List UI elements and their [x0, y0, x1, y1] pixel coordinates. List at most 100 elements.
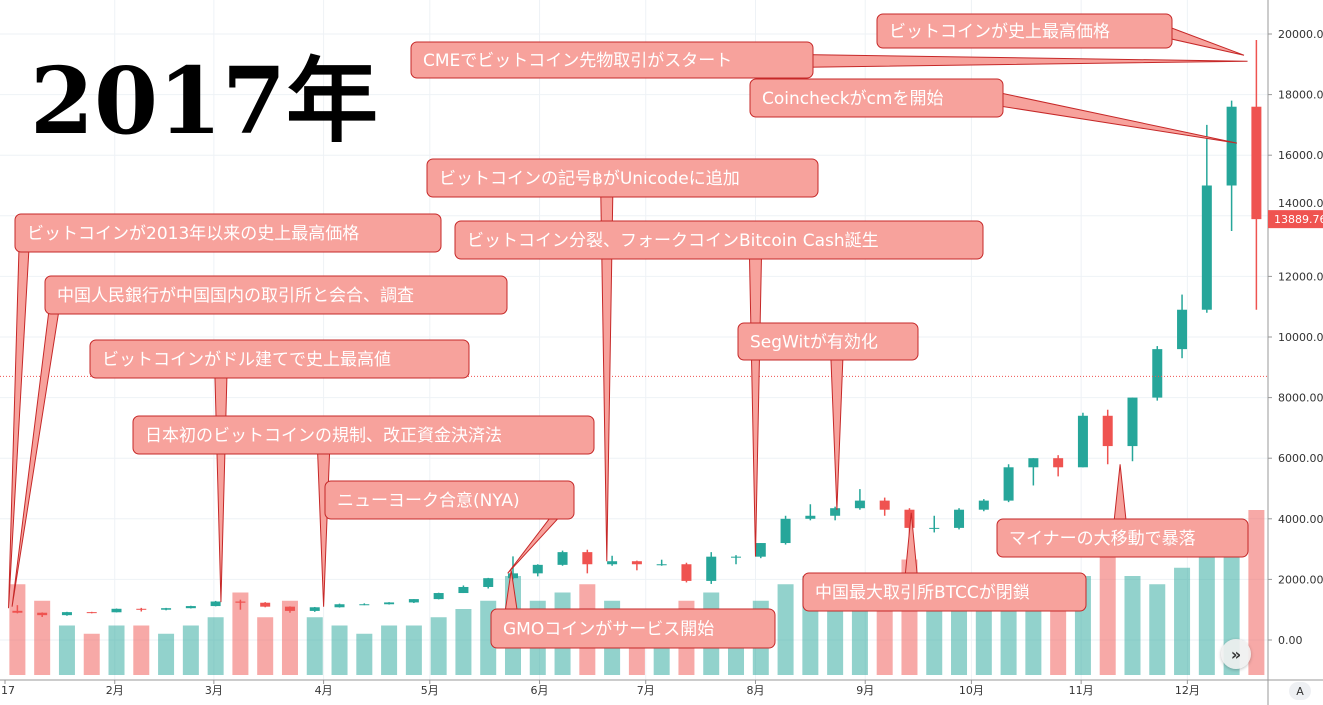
annotation-text: 中国最大取引所BTCCが閉鎖: [815, 583, 1030, 603]
candle-body: [830, 508, 841, 516]
candle-body: [185, 606, 196, 609]
candle-body: [532, 564, 543, 574]
x-tick-label: 9月: [856, 684, 874, 697]
annotation-text: マイナーの大移動で暴落: [1009, 529, 1196, 549]
candle-body: [805, 515, 816, 519]
annotation-box: [426, 158, 819, 198]
x-tick-label: 11月: [1069, 684, 1094, 697]
annotation-box: [410, 41, 814, 79]
last-price-badge: [1268, 210, 1323, 229]
annotations: ビットコインが史上最高価格 CMEでビットコイン先物取引がスタート Coinchec…: [8, 13, 1249, 649]
candle-body: [136, 608, 147, 610]
annotation-text: ニューヨーク合意(NYA): [337, 491, 520, 511]
volume-bar: [306, 617, 323, 675]
annotation-pointer: [996, 91, 1238, 144]
candle-body: [309, 607, 320, 611]
candle-body: [1028, 458, 1039, 468]
candle-body: [1152, 349, 1163, 398]
volume-bar: [455, 609, 472, 675]
annotation-pointer: [806, 54, 1248, 68]
auto-scale-button[interactable]: A: [1289, 682, 1311, 700]
annotation-callout: SegWitが有効化: [737, 322, 919, 510]
candle-body: [507, 573, 518, 579]
candle-body: [1077, 415, 1088, 468]
annotation-text: 日本初のビットコインの規制、改正資金決済法: [145, 426, 502, 446]
annotation-box: [44, 275, 508, 315]
candles: [12, 40, 1262, 617]
volume-bar: [381, 625, 398, 675]
annotation-pointer: [1165, 25, 1245, 56]
annotation-pointer: [1113, 464, 1127, 522]
annotation-text: Coincheckがcmを開始: [762, 89, 943, 109]
annotation-callout: GMOコインがサービス開始: [490, 570, 776, 649]
x-tick-label: 6月: [531, 684, 549, 697]
annotation-box: [996, 518, 1249, 558]
annotation-box: [324, 480, 575, 520]
candle-body: [61, 612, 72, 616]
candle-body: [86, 612, 97, 614]
y-tick-label: 6000.00: [1278, 452, 1323, 465]
candle-body: [1201, 185, 1212, 310]
volume-bar: [827, 592, 844, 675]
candle-body: [1226, 106, 1237, 186]
y-tick-label: 0.00: [1278, 634, 1303, 647]
candle-body: [631, 561, 642, 565]
volume-bar: [1248, 510, 1265, 675]
candle-body: [458, 586, 469, 594]
annotation-box: [454, 220, 984, 260]
annotation-pointer: [830, 357, 844, 510]
candle-body: [210, 601, 221, 607]
volume-bar: [331, 625, 348, 675]
candle-body: [408, 599, 419, 603]
candle-body: [1251, 106, 1262, 220]
annotation-text: SegWitが有効化: [750, 333, 878, 353]
volume-bar: [1124, 576, 1141, 675]
volume-bars: [9, 510, 1265, 675]
annotation-text: CMEでビットコイン先物取引がスタート: [423, 51, 732, 71]
candle-body: [656, 564, 667, 566]
annotation-box: [14, 213, 442, 253]
volume-bar: [1149, 584, 1166, 675]
volume-bar: [777, 584, 794, 675]
annotation-box: [749, 78, 1004, 118]
volume-bar: [108, 625, 125, 675]
candle-body: [879, 500, 890, 510]
candle-body: [111, 608, 122, 613]
annotation-callout: ビットコインがドル建てで史上最高値: [89, 339, 470, 603]
candle-body: [1177, 309, 1188, 350]
candle-body: [359, 604, 370, 606]
candle-body: [954, 509, 965, 528]
annotation-box: [132, 415, 595, 455]
volume-bar: [1174, 567, 1191, 675]
volume-bar: [58, 625, 75, 675]
annotation-callout: CMEでビットコイン先物取引がスタート: [410, 41, 1248, 79]
scroll-to-realtime-button[interactable]: »: [1221, 639, 1251, 669]
volume-bar: [1198, 543, 1215, 675]
candle-body: [260, 602, 271, 607]
candle-body: [978, 500, 989, 510]
annotation-callout: マイナーの大移動で暴落: [996, 464, 1249, 558]
candle-body: [780, 518, 791, 544]
annotation-callout: ビットコインが史上最高価格: [876, 13, 1245, 56]
candle-body: [1053, 458, 1064, 468]
candle-body: [334, 604, 345, 608]
annotation-box: [876, 13, 1173, 49]
candle-body: [904, 509, 915, 528]
candle-body: [284, 606, 295, 611]
volume-bar: [207, 617, 224, 675]
last-price-label: 13889.76: [1274, 213, 1323, 226]
volume-bar: [951, 592, 968, 675]
annotation-text: 中国人民銀行が中国国内の取引所と会合、調査: [57, 286, 414, 306]
annotation-text: ビットコインが史上最高価格: [889, 22, 1110, 42]
candle-body: [161, 608, 172, 610]
y-tick-label: 14000.00: [1278, 197, 1323, 210]
candle-body: [1003, 467, 1014, 501]
candle-body: [1102, 415, 1113, 447]
x-tick-label: 7月: [637, 684, 655, 697]
volume-bar: [430, 617, 447, 675]
annotation-pointer: [748, 256, 762, 557]
volume-bar: [182, 625, 199, 675]
candle-body: [582, 552, 593, 565]
x-tick-label: 17: [1, 684, 15, 697]
